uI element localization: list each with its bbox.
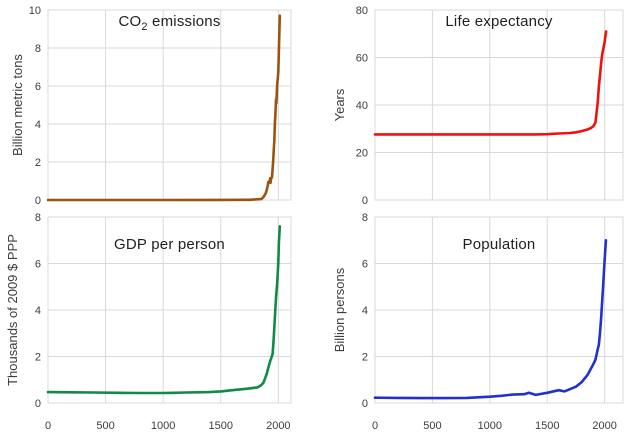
y-tick-label: 20 [356,148,368,160]
y-tick-label: 6 [35,81,41,93]
x-tick-label: 500 [423,420,441,432]
y-tick-label: 2 [35,352,41,364]
x-tick-label: 1000 [478,420,502,432]
co2-title-post: emissions [147,13,221,30]
x-tick-label: 0 [45,420,51,432]
y-tick-label: 4 [362,305,368,317]
co2-title-subscript: 2 [141,21,148,33]
y-tick-label: 0 [362,195,368,207]
plot-border-life-expectancy [374,9,624,201]
y-tick-label: 4 [35,119,41,131]
plot-border-co2-emissions [47,9,292,201]
x-tick-label: 2000 [266,420,290,432]
data-line-gdp-per-person [46,225,282,395]
y-tick-label: 80 [356,5,368,17]
x-tick-label: 0 [372,420,378,432]
data-line-co2-emissions [46,14,282,202]
x-tick-label: 1500 [209,420,233,432]
chart-title-population: Population [462,236,536,253]
data-line-population [373,239,608,400]
y-axis-label-gdp-per-person: Thousands of 2009 $ PPP [5,234,20,386]
x-tick-label: 2000 [592,420,616,432]
y-tick-label: 8 [362,212,368,224]
y-tick-label: 8 [35,43,41,55]
co2-title-pre: CO [118,13,142,30]
x-tick-label: 1000 [151,420,175,432]
y-axis-label-co2-emissions: Billion metric tons [10,54,25,156]
y-tick-label: 0 [362,398,368,410]
x-tick-label: 500 [96,420,114,432]
y-tick-label: 4 [35,305,41,317]
y-axis-label-population: Billion persons [332,267,347,353]
y-tick-label: 6 [35,259,41,271]
y-axis-label-life-expectancy: Years [332,88,347,122]
y-tick-label: 6 [362,259,368,271]
y-tick-label: 8 [35,212,41,224]
plot-border-population [374,216,624,404]
plot-border-gdp-per-person [47,216,292,404]
y-tick-label: 0 [35,398,41,410]
chart-title-life-expectancy: Life expectancy [445,13,553,30]
chart-title-co2-emissions: CO2 emissions [48,13,291,33]
x-tick-label: 1500 [535,420,559,432]
y-tick-label: 2 [362,352,368,364]
data-line-life-expectancy [373,30,608,136]
y-tick-label: 10 [29,5,41,17]
y-tick-label: 40 [356,100,368,112]
y-tick-label: 60 [356,53,368,65]
chart-title-gdp-per-person: GDP per person [114,236,225,253]
y-tick-label: 2 [35,157,41,169]
y-tick-label: 0 [35,195,41,207]
